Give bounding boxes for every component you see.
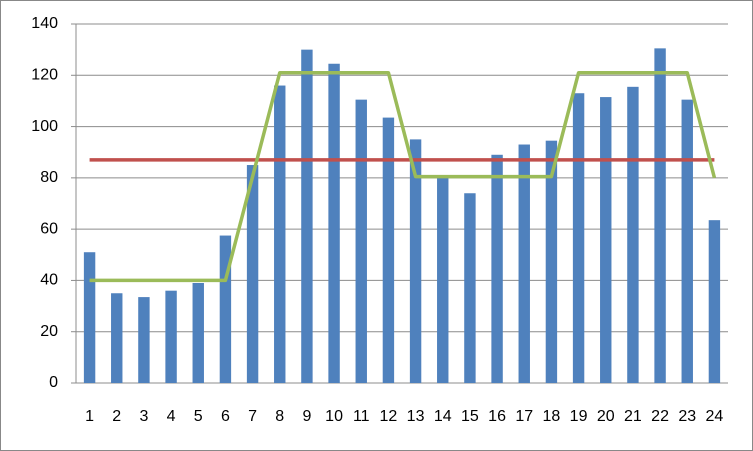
bar bbox=[518, 144, 530, 383]
bar bbox=[572, 93, 585, 383]
bar bbox=[111, 293, 123, 383]
y-tick-label: 100 bbox=[31, 118, 58, 135]
x-tick-label: 15 bbox=[461, 408, 479, 425]
line bbox=[89, 70, 717, 283]
bar bbox=[654, 48, 666, 383]
y-tick-label: 60 bbox=[40, 220, 58, 237]
bar bbox=[464, 193, 476, 383]
bar bbox=[301, 49, 313, 384]
bar bbox=[409, 139, 422, 383]
x-tick-label: 13 bbox=[407, 408, 425, 425]
y-tick-label: 80 bbox=[40, 169, 58, 186]
x-tick-label: 18 bbox=[543, 408, 561, 425]
bar bbox=[246, 165, 259, 383]
y-tick-label: 120 bbox=[31, 67, 58, 84]
x-tick-label: 21 bbox=[624, 408, 642, 425]
bar bbox=[138, 297, 150, 383]
x-tick-label: 10 bbox=[325, 408, 343, 425]
x-tick-label: 4 bbox=[167, 408, 176, 425]
bar bbox=[600, 97, 612, 383]
bar bbox=[274, 85, 286, 384]
bar bbox=[165, 290, 177, 383]
y-tick-label: 20 bbox=[40, 323, 58, 340]
x-tick-label: 19 bbox=[570, 408, 588, 425]
bar bbox=[437, 177, 449, 383]
bar bbox=[681, 99, 693, 384]
bar bbox=[491, 154, 503, 383]
bar bbox=[192, 282, 204, 383]
x-tick-label: 17 bbox=[515, 408, 533, 425]
bar bbox=[328, 63, 340, 383]
x-tick-label: 14 bbox=[434, 408, 452, 425]
x-tick-label: 9 bbox=[302, 408, 311, 425]
x-tick-label: 16 bbox=[488, 408, 506, 425]
bar bbox=[355, 99, 367, 384]
x-tick-label: 22 bbox=[651, 408, 669, 425]
y-tick-label: 40 bbox=[40, 272, 58, 289]
x-tick-label: 3 bbox=[139, 408, 148, 425]
bar bbox=[627, 86, 639, 383]
x-tick-label: 23 bbox=[678, 408, 696, 425]
x-tick-label: 2 bbox=[112, 408, 121, 425]
bar bbox=[83, 252, 96, 383]
x-tick-label: 11 bbox=[353, 408, 370, 425]
x-tick-label: 20 bbox=[597, 408, 615, 425]
y-tick-label: 0 bbox=[49, 374, 58, 391]
x-tick-label: 6 bbox=[221, 408, 230, 425]
y-tick-label: 140 bbox=[31, 15, 58, 32]
bar bbox=[219, 235, 232, 383]
x-tick-label: 5 bbox=[194, 408, 203, 425]
x-tick-label: 1 bbox=[85, 408, 94, 425]
bar bbox=[382, 117, 395, 383]
x-tick-label: 12 bbox=[380, 408, 398, 425]
x-tick-label: 8 bbox=[275, 408, 284, 425]
bar bbox=[708, 220, 721, 383]
x-tick-label: 24 bbox=[706, 408, 724, 425]
x-tick-label: 7 bbox=[248, 408, 257, 425]
bar bbox=[545, 140, 558, 383]
